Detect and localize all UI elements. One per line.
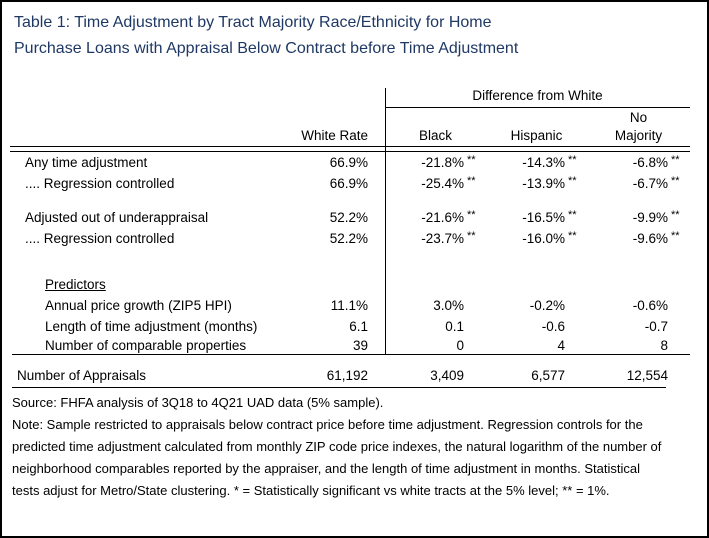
no-majority-diff-value: -6.8% ** <box>587 154 690 170</box>
predictors-bottom-rule <box>12 354 690 355</box>
hispanic-diff-value: 6,577 <box>531 367 565 383</box>
methodology-note: Note: Sample restricted to appraisals be… <box>12 417 662 498</box>
hispanic-diff-value: -14.3% ** <box>486 154 587 170</box>
table-title: Table 1: Time Adjustment by Tract Majori… <box>14 10 654 62</box>
row-label: Number of comparable properties <box>45 338 247 353</box>
source-note: Source: FHFA analysis of 3Q18 to 4Q21 UA… <box>12 395 384 410</box>
row-label: Length of time adjustment (months) <box>45 319 258 334</box>
group-header-underline <box>385 107 690 108</box>
hispanic-diff-value: -16.5% ** <box>486 209 587 225</box>
blank-row <box>2 249 690 274</box>
significance-stars: ** <box>671 230 680 242</box>
white-rate-value: 11.1% <box>330 298 368 313</box>
hispanic-diff-value: 4 <box>557 338 565 353</box>
table-row-annual-price-growth: Annual price growth (ZIP5 HPI) 11.1% 3.0… <box>2 295 690 316</box>
table-row-regression-controlled-1: .... Regression controlled 66.9% -25.4% *… <box>2 173 690 194</box>
blank-row <box>2 354 690 364</box>
no-majority-diff-value: -0.7 <box>644 319 668 334</box>
black-diff-value: 3,409 <box>430 367 464 383</box>
no-majority-diff-value: -9.6% ** <box>587 230 690 246</box>
column-header-no-majority-top: No <box>629 110 648 125</box>
white-rate-value: 6.1 <box>349 319 368 334</box>
column-group-header-difference-from-white: Difference from White <box>472 88 603 103</box>
black-diff-value: -25.4% ** <box>385 175 486 191</box>
row-label: Number of Appraisals <box>17 367 147 383</box>
black-diff-value: 0 <box>456 338 464 353</box>
significance-stars: ** <box>568 209 577 221</box>
appraisals-bottom-rule <box>12 387 666 388</box>
significance-stars: ** <box>467 209 476 221</box>
no-majority-diff-value: 12,554 <box>626 367 668 383</box>
row-label: .... Regression controlled <box>25 176 175 191</box>
column-header-hispanic: Hispanic <box>510 128 563 143</box>
no-majority-diff-value: -0.6% <box>632 298 668 313</box>
white-rate-value: 39 <box>352 338 368 353</box>
significance-stars: ** <box>671 175 680 187</box>
significance-stars: ** <box>467 175 476 187</box>
row-label: .... Regression controlled <box>25 231 175 246</box>
table-row-adjusted-out-of-underappraisal: Adjusted out of underappraisal 52.2% -21… <box>2 207 690 228</box>
white-rate-value: 66.9% <box>329 176 368 191</box>
table-row-length-of-time-adjustment: Length of time adjustment (months) 6.1 0… <box>2 316 690 337</box>
white-rate-value: 52.2% <box>329 210 368 225</box>
header-double-rule <box>10 146 690 152</box>
table-row-predictors-heading: Predictors <box>2 274 690 295</box>
white-rate-value: 61,192 <box>326 367 368 383</box>
table-footnotes: Source: FHFA analysis of 3Q18 to 4Q21 UA… <box>12 392 662 502</box>
black-diff-value: 0.1 <box>445 319 464 334</box>
no-majority-diff-value: -9.9% ** <box>587 209 690 225</box>
table-title-line1: Table 1: Time Adjustment by Tract Majori… <box>14 14 492 31</box>
row-label: Adjusted out of underappraisal <box>25 210 209 225</box>
significance-stars: ** <box>467 230 476 242</box>
hispanic-diff-value: -13.9% ** <box>486 175 587 191</box>
significance-stars: ** <box>568 154 577 166</box>
row-label: Any time adjustment <box>25 155 148 170</box>
no-majority-diff-value: 8 <box>660 338 668 353</box>
significance-stars: ** <box>671 209 680 221</box>
no-majority-diff-value: -6.7% ** <box>587 175 690 191</box>
table-body: Any time adjustment 66.9% -21.8% ** -14.3… <box>2 152 690 386</box>
hispanic-diff-value: -0.6 <box>541 319 565 334</box>
hispanic-diff-value: -16.0% ** <box>486 230 587 246</box>
significance-stars: ** <box>568 175 577 187</box>
column-header-no-majority-bottom: Majority <box>614 128 663 143</box>
hispanic-diff-value: -0.2% <box>529 298 565 313</box>
predictors-section-label: Predictors <box>45 277 106 292</box>
white-rate-value: 52.2% <box>329 231 368 246</box>
significance-stars: ** <box>671 154 680 166</box>
white-rate-value: 66.9% <box>329 155 368 170</box>
significance-stars: ** <box>467 154 476 166</box>
column-header-black: Black <box>418 128 452 143</box>
black-diff-value: -21.8% ** <box>385 154 486 170</box>
column-divider-rule <box>385 88 386 354</box>
black-diff-value: 3.0% <box>433 298 464 313</box>
significance-stars: ** <box>568 230 577 242</box>
black-diff-value: -21.6% ** <box>385 209 486 225</box>
table-row-regression-controlled-2: .... Regression controlled 52.2% -23.7% *… <box>2 228 690 249</box>
table-title-line2: Purchase Loans with Appraisal Below Cont… <box>14 40 519 57</box>
row-label: Annual price growth (ZIP5 HPI) <box>45 298 232 313</box>
table-row-number-of-appraisals: Number of Appraisals 61,192 3,409 6,577 … <box>2 364 690 386</box>
column-header-white-rate: White Rate <box>301 128 368 143</box>
black-diff-value: -23.7% ** <box>385 230 486 246</box>
table-row-number-of-comparable-properties: Number of comparable properties 39 0 4 8 <box>2 337 690 354</box>
table-row-any-time-adjustment: Any time adjustment 66.9% -21.8% ** -14.3… <box>2 152 690 173</box>
blank-row <box>2 194 690 207</box>
